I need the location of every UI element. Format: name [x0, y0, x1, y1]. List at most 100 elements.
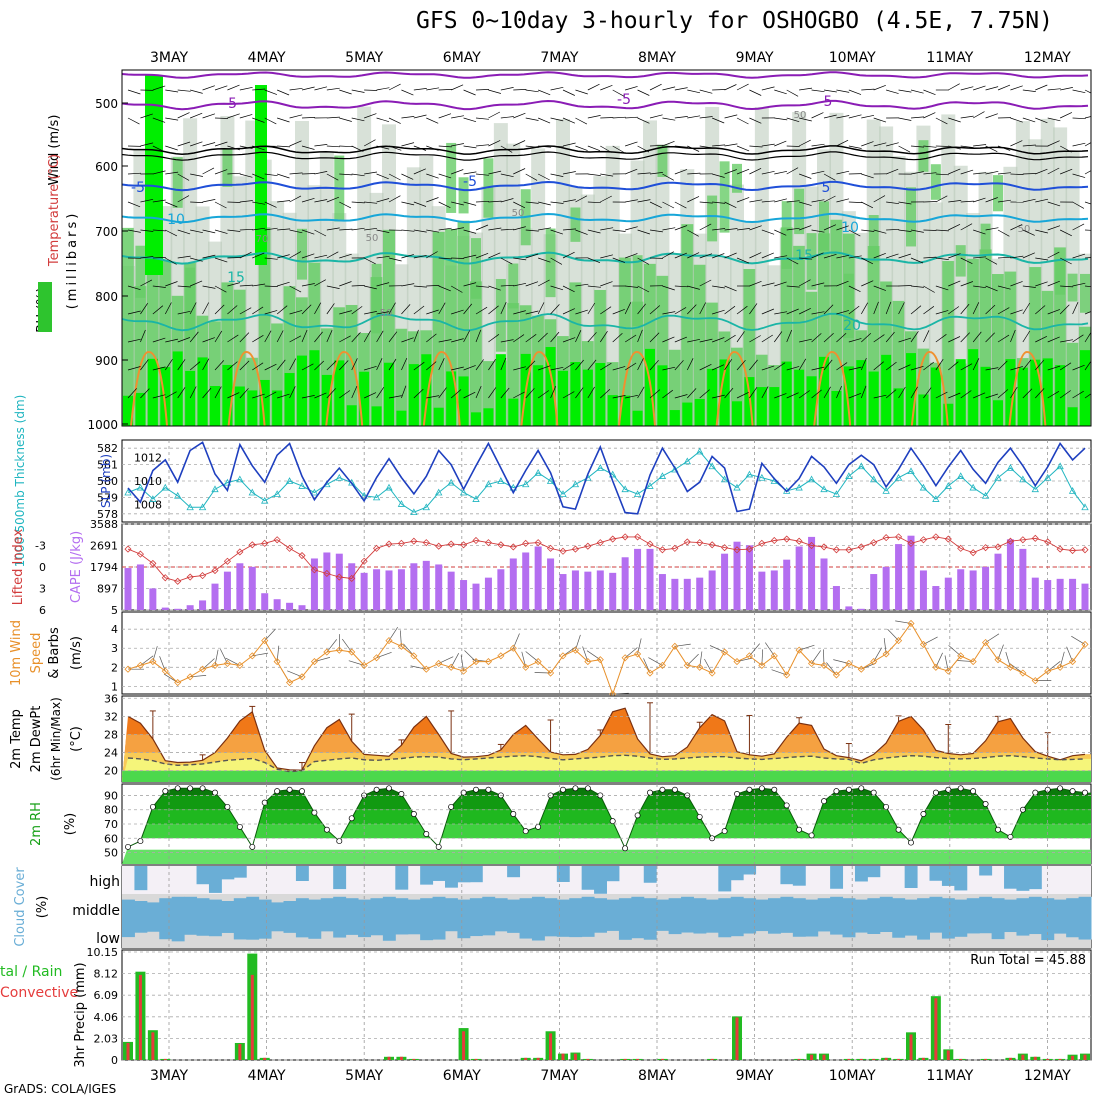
wind-barb	[401, 385, 407, 399]
cloud-middle-cell	[892, 898, 906, 922]
wind-barb	[550, 145, 564, 148]
wind-barb	[264, 391, 277, 399]
wind-barb	[600, 173, 614, 177]
wind-barb	[276, 305, 288, 315]
contour-label: 15	[227, 270, 245, 286]
wind-barb	[674, 285, 688, 288]
wind-barb	[1022, 359, 1032, 371]
cloud-high-cell	[594, 866, 607, 894]
wind-barb	[1059, 390, 1071, 399]
wind-barb	[388, 117, 401, 124]
wind-barb	[736, 391, 749, 399]
precip-convective-bar	[163, 1058, 167, 1060]
rh-cell	[570, 207, 581, 242]
wind-barb	[774, 170, 788, 175]
wind-barb	[774, 140, 787, 147]
cloud-high-cell	[333, 866, 347, 890]
wind-barb	[438, 145, 452, 148]
cloud-high-cell	[196, 866, 210, 885]
cape-bar	[646, 548, 654, 610]
wind-barb	[712, 253, 725, 259]
wind-speed-point	[422, 665, 430, 673]
cloud-high-cell	[830, 866, 844, 889]
surface-wind-barb	[326, 639, 337, 653]
thickness-point	[981, 491, 990, 499]
rh-cell	[123, 395, 133, 426]
wind-barb	[861, 88, 875, 91]
thickness-point	[658, 472, 667, 479]
wind-barb	[761, 143, 775, 147]
wind-barb	[314, 171, 328, 175]
wind-barb	[910, 145, 925, 148]
wind-barb	[861, 114, 875, 119]
wind-barb	[1035, 198, 1049, 203]
wind-barb	[923, 112, 936, 119]
wind-barb	[637, 257, 650, 265]
thickness-point	[857, 462, 865, 470]
wind-barb	[985, 367, 999, 371]
cloud-high-cell	[420, 866, 434, 885]
precip-convective-bar	[536, 1057, 540, 1060]
wind-barb	[562, 171, 576, 175]
wind-barb	[860, 302, 869, 315]
wind-barb	[1059, 257, 1072, 265]
cloud-high-cell	[221, 866, 235, 880]
wind-barb	[923, 361, 935, 371]
wind-barb	[973, 256, 987, 259]
rh-cell	[433, 407, 444, 426]
rh-point	[671, 786, 678, 793]
slp-line	[127, 441, 1086, 515]
wind-barb	[1010, 281, 1023, 287]
wind-barb	[1072, 117, 1086, 120]
pressure-level-label: 600	[95, 160, 118, 174]
wind-barb	[326, 145, 340, 148]
wind-barb	[413, 361, 425, 371]
precip-convective-bar	[636, 1058, 640, 1060]
wind-barb	[985, 304, 996, 315]
rh-tick: 80	[104, 804, 118, 817]
wind-barb	[1010, 224, 1023, 231]
wind-barb	[972, 111, 985, 119]
wind-barb	[227, 392, 240, 399]
wind-barb	[562, 199, 576, 203]
wind-barb	[848, 392, 862, 399]
wind-speed-point	[397, 642, 405, 650]
wind-barb	[637, 89, 650, 96]
lifted-index-point	[186, 573, 194, 581]
rh-cell	[334, 360, 345, 426]
rh-tick: 90	[104, 789, 118, 802]
wind-barb	[252, 173, 265, 180]
cape-bar	[658, 574, 666, 610]
thickness-point	[522, 480, 530, 488]
wind-barb	[997, 334, 1010, 343]
cape-bar	[634, 548, 642, 610]
wind-barb	[413, 329, 419, 343]
wind-barb	[301, 173, 316, 175]
rh-point	[373, 786, 380, 793]
wind-barb	[438, 89, 452, 91]
wind-speed-point	[211, 661, 219, 669]
wind-barb	[339, 145, 353, 148]
wind-barb	[811, 143, 825, 147]
cloud-middle-cell	[817, 898, 831, 922]
wind-barb	[152, 117, 166, 123]
rh-cell	[707, 368, 718, 426]
wind-barb	[786, 366, 800, 371]
contour-label: 10	[167, 212, 185, 228]
rh-cell	[993, 175, 1003, 212]
wind-barb	[823, 195, 836, 203]
thickness-point	[186, 503, 194, 511]
wind-barb	[600, 281, 613, 287]
thickness-point	[820, 485, 828, 493]
wind-barb	[687, 252, 700, 259]
cloud-high-cell	[134, 866, 148, 891]
wind-barb	[910, 171, 924, 175]
wind-barb	[948, 223, 961, 231]
cloud-middle-cell	[420, 898, 434, 922]
wind-barb	[724, 305, 736, 315]
wind-barb	[239, 360, 250, 371]
wind-barb	[177, 229, 191, 235]
wind-barb	[861, 229, 875, 232]
cloud-low-cell	[879, 922, 893, 933]
wind-barb	[997, 389, 1009, 399]
